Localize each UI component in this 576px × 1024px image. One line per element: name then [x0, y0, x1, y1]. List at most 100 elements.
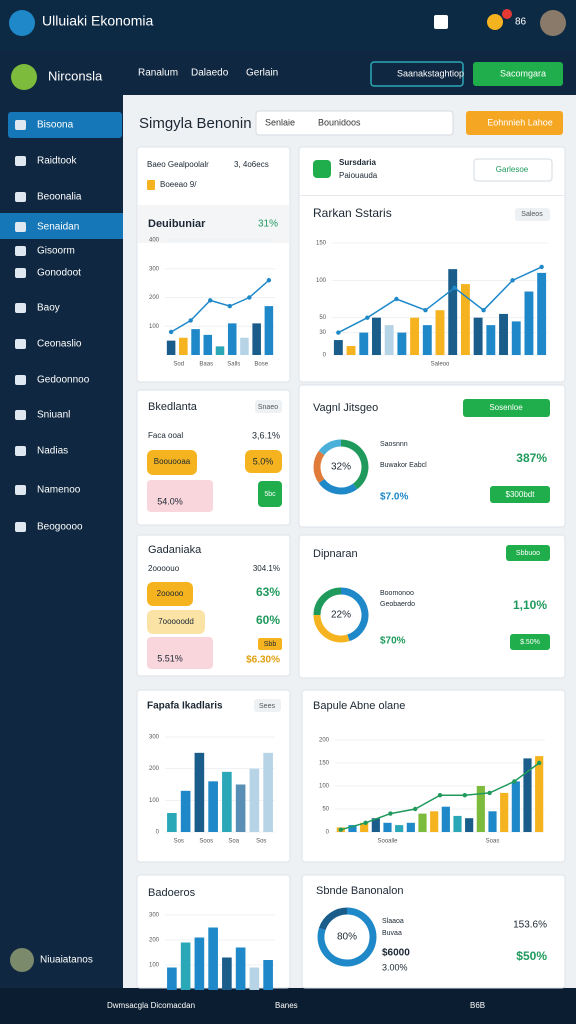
- card-title: Dipnaran: [313, 548, 358, 560]
- nav-item[interactable]: Beoonalia: [37, 192, 82, 203]
- bar: [222, 771, 232, 832]
- button[interactable]: [490, 486, 550, 503]
- bar: [264, 306, 274, 355]
- bar: [453, 815, 462, 832]
- tag-label: Sees: [259, 703, 275, 710]
- nav-icon: [15, 485, 26, 495]
- bar: [418, 813, 427, 832]
- nav-item[interactable]: Sniuanl: [37, 410, 70, 421]
- bar: [346, 346, 356, 355]
- icon[interactable]: [434, 15, 448, 29]
- x-tick-label: Soas: [486, 839, 500, 845]
- user-avatar-bottom[interactable]: [10, 948, 34, 972]
- donut-label: 22%: [331, 610, 351, 621]
- nav-item[interactable]: Senaidan: [37, 222, 79, 233]
- active-item[interactable]: [8, 112, 122, 138]
- bar: [406, 822, 415, 832]
- button-label: Saanakstaghtiop: [397, 68, 464, 78]
- x-tick-label: Saleoo: [431, 362, 450, 368]
- nav-item[interactable]: Nadias: [37, 446, 68, 457]
- nav-item[interactable]: Gonodoot: [37, 268, 81, 279]
- bar: [395, 825, 404, 832]
- nav-item[interactable]: Baoy: [37, 303, 60, 314]
- nav-tab: Ranalum: [138, 68, 178, 79]
- app-logo[interactable]: [9, 10, 35, 36]
- bar: [511, 321, 521, 355]
- bar: [208, 781, 218, 832]
- avatar[interactable]: [540, 10, 566, 36]
- line-point: [536, 760, 542, 766]
- y-tick-label: 300: [149, 913, 160, 919]
- x-tick-label: Sod: [173, 362, 184, 368]
- nav-item[interactable]: Raidtook: [37, 156, 77, 167]
- nav-icon: [15, 303, 26, 313]
- bar: [194, 752, 205, 832]
- nav-item[interactable]: Namenoo: [37, 485, 81, 496]
- card-title: Gadaniaka: [148, 544, 202, 556]
- nav-item[interactable]: Bisoona: [37, 120, 74, 131]
- select-value: Bounidoos: [318, 117, 361, 127]
- donut-segment: [313, 450, 325, 484]
- bar: [191, 329, 200, 355]
- label: 387%: [516, 451, 547, 465]
- bar: [222, 957, 232, 990]
- page-title: Simgyla Benonin: [139, 115, 252, 132]
- label: Buvaa: [382, 930, 402, 937]
- nav-icon: [15, 120, 26, 130]
- donut-segment: [340, 587, 369, 642]
- nav-item[interactable]: Beogoooo: [37, 522, 83, 533]
- taskbar-text: B6B: [470, 1001, 485, 1010]
- bar: [488, 811, 497, 832]
- button[interactable]: [510, 634, 550, 650]
- button[interactable]: [506, 545, 550, 561]
- button[interactable]: [463, 399, 550, 417]
- nav-item[interactable]: Gedoonnoo: [37, 375, 90, 386]
- x-tick-label: Salls: [227, 362, 240, 368]
- donut-label: 32%: [331, 462, 351, 473]
- bar: [486, 325, 496, 355]
- taskbar-text: Dwmsacgla Dicomacdan: [107, 1001, 195, 1010]
- logo: [313, 160, 331, 178]
- bar: [410, 317, 420, 355]
- label: Slaaoa: [382, 918, 404, 925]
- label: 1,10%: [513, 598, 547, 612]
- y-tick-label: 150: [316, 241, 327, 247]
- card-title: Fapafa Ikadlaris: [147, 701, 223, 712]
- bar: [194, 937, 205, 990]
- bar: [397, 332, 407, 355]
- bar: [263, 752, 273, 832]
- nav-item[interactable]: Ceonaslio: [37, 339, 82, 350]
- button[interactable]: [473, 62, 563, 86]
- trend-line: [338, 266, 542, 334]
- nav-item[interactable]: Gisoorm: [37, 246, 75, 257]
- bar: [235, 947, 246, 990]
- card-title: Bkedlanta: [148, 401, 198, 413]
- label: 304.1%: [253, 564, 280, 573]
- bar: [235, 784, 246, 832]
- x-tick-label: Bose: [254, 362, 268, 368]
- select[interactable]: [255, 110, 454, 136]
- button[interactable]: [466, 111, 563, 135]
- button[interactable]: [473, 158, 553, 182]
- label: 5bc: [264, 491, 276, 498]
- nav-icon: [15, 268, 26, 278]
- label: Sbb: [264, 641, 277, 648]
- card-title: Sbnde Banonalon: [316, 885, 403, 897]
- x-tick-label: Sooalle: [377, 839, 398, 845]
- label: Boeeao 9/: [160, 180, 197, 189]
- y-tick-label: 200: [319, 738, 330, 744]
- notification-icon[interactable]: [487, 14, 503, 30]
- pill: [258, 481, 282, 507]
- label: $70%: [380, 636, 406, 647]
- y-tick-label: 100: [149, 798, 160, 804]
- bar: [465, 818, 474, 832]
- line-point: [413, 806, 418, 812]
- card-title: Vagnl Jitsgeo: [313, 402, 378, 414]
- button[interactable]: [370, 61, 464, 87]
- user-avatar[interactable]: [11, 64, 37, 90]
- label: 31%: [258, 219, 278, 230]
- donut-segment: [317, 907, 377, 967]
- bar: [240, 337, 249, 355]
- pill: [245, 450, 282, 473]
